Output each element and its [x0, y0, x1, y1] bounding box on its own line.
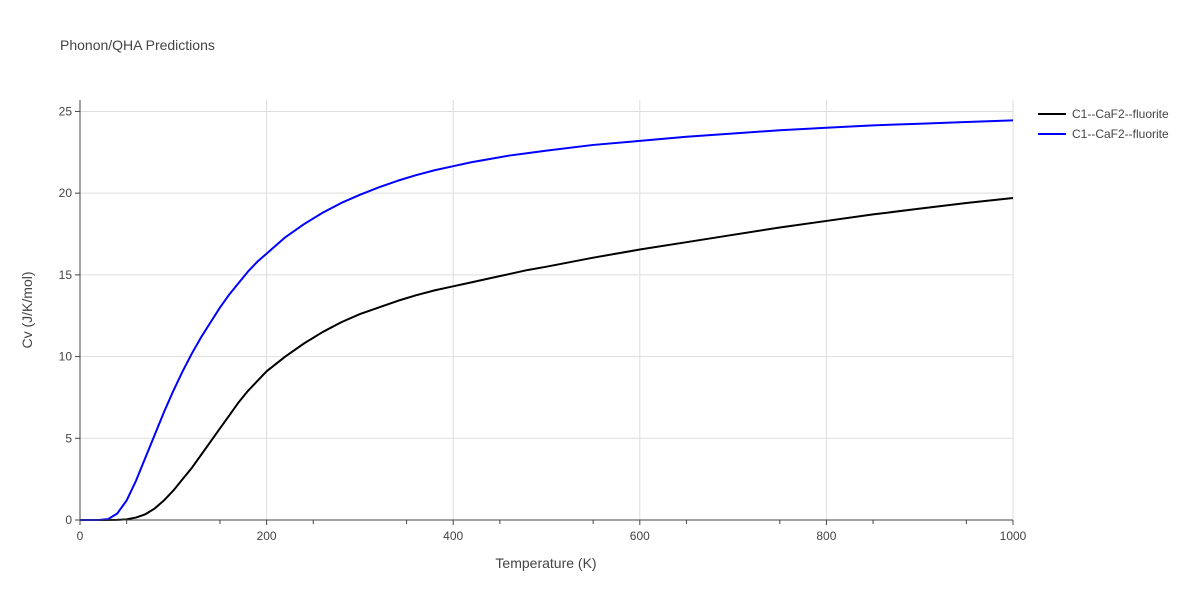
- y-tick-label: 10: [59, 350, 73, 364]
- y-tick-label: 25: [59, 104, 73, 118]
- x-tick-label: 800: [816, 529, 836, 543]
- x-tick-label: 1000: [1000, 529, 1027, 543]
- legend-label: C1--CaF2--fluorite: [1072, 107, 1169, 121]
- legend-item-2[interactable]: C1--CaF2--fluorite: [1038, 127, 1169, 141]
- legend[interactable]: C1--CaF2--fluorite C1--CaF2--fluorite: [1038, 107, 1169, 141]
- y-tick-label: 0: [65, 513, 72, 527]
- chart-title: Phonon/QHA Predictions: [60, 37, 215, 53]
- y-tick-label: 20: [59, 186, 73, 200]
- tick-labels: 0 200 400 600 800 1000 0 5 10 15 20 25: [59, 104, 1027, 543]
- y-axis-title: Cv (J/K/mol): [19, 272, 35, 349]
- series-layer: [80, 119, 1014, 521]
- legend-label: C1--CaF2--fluorite: [1072, 127, 1169, 141]
- series-line-2: [80, 119, 1014, 521]
- x-tick-label: 0: [77, 529, 84, 543]
- x-axis-title: Temperature (K): [495, 555, 596, 571]
- series-line-1: [80, 197, 1014, 521]
- x-tick-label: 200: [257, 529, 277, 543]
- y-tick-label: 5: [65, 431, 72, 445]
- grid: [80, 100, 1014, 520]
- y-tick-label: 15: [59, 268, 73, 282]
- x-tick-label: 400: [443, 529, 463, 543]
- x-tick-label: 600: [630, 529, 650, 543]
- legend-item-1[interactable]: C1--CaF2--fluorite: [1038, 107, 1169, 121]
- axes: [75, 100, 1014, 525]
